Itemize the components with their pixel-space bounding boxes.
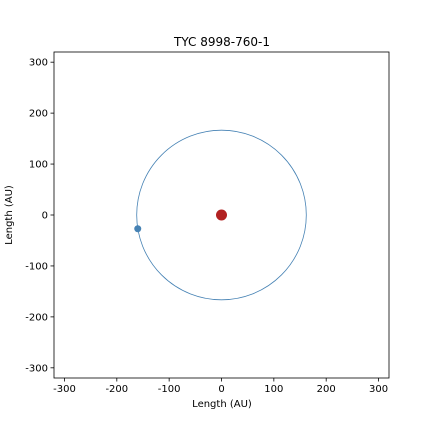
- y-tick-label: 0: [42, 211, 48, 222]
- y-axis-label: Length (AU): [4, 185, 15, 245]
- plot-area: -300 -200 -100 0 100 200 300 -300 -200 -100 0 100 2…: [25, 52, 389, 395]
- planet-marker: [134, 225, 141, 232]
- x-tick-label: -100: [158, 384, 181, 395]
- x-axis-label: Length (AU): [192, 399, 252, 410]
- y-tick-label: 100: [29, 160, 48, 171]
- x-tick-label: 0: [218, 384, 224, 395]
- y-tick-label: -200: [25, 312, 48, 323]
- star-marker: [216, 210, 227, 221]
- y-tick-label: 200: [29, 109, 48, 120]
- x-tick-label: 100: [264, 384, 283, 395]
- y-tick-label: 300: [29, 58, 48, 69]
- chart-title: TYC 8998-760-1: [173, 35, 270, 49]
- x-tick-label: -300: [53, 384, 76, 395]
- x-tick-label: -200: [105, 384, 128, 395]
- y-tick-label: -300: [25, 363, 48, 374]
- y-tick-label: -100: [25, 261, 48, 272]
- x-tick-label: 200: [317, 384, 336, 395]
- x-tick-label: 300: [369, 384, 388, 395]
